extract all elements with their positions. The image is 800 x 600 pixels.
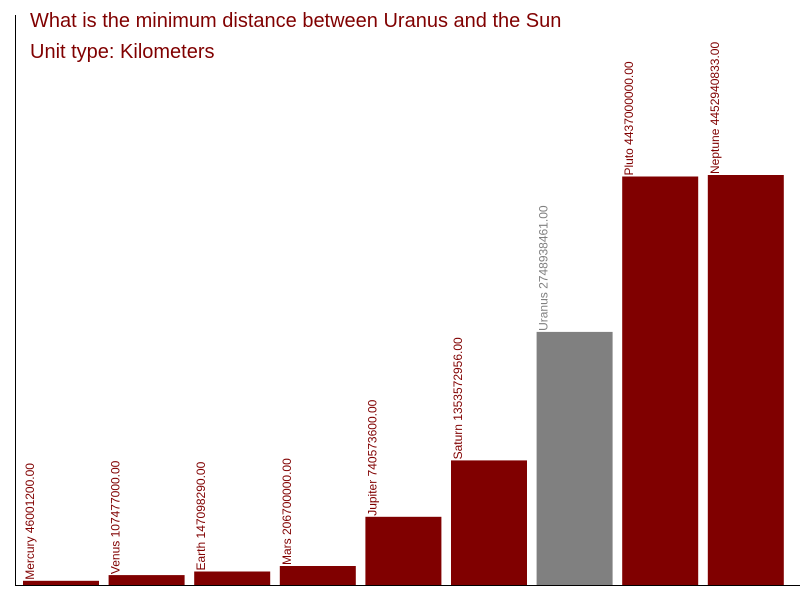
bar-venus [108, 575, 185, 585]
bar-label-venus: Venus 107477000.00 [109, 460, 123, 574]
chart-title: What is the minimum distance between Ura… [30, 10, 562, 32]
bar-label-mars: Mars 206700000.00 [280, 458, 294, 565]
bar-label-earth: Earth 147098290.00 [194, 461, 208, 570]
bar-label-jupiter: Jupiter 740573600.00 [365, 399, 379, 515]
bar-mars [279, 566, 356, 585]
bar-uranus [536, 331, 613, 585]
bar-saturn [451, 460, 527, 585]
bars-group [23, 175, 784, 585]
bar-label-neptune: Neptune 4452940833.00 [708, 42, 722, 174]
bar-neptune [707, 175, 784, 585]
bar-pluto [622, 176, 699, 585]
bar-earth [194, 571, 271, 585]
chart-subtitle: Unit type: Kilometers [30, 41, 215, 63]
bar-label-pluto: Pluto 4437000000.00 [622, 61, 636, 175]
bar-label-saturn: Saturn 1353572956.00 [451, 337, 465, 459]
bar-mercury [23, 580, 99, 585]
bar-label-uranus: Uranus 2748938461.00 [537, 205, 551, 331]
bar-labels-group: Mercury 46001200.00 Venus 107477000.00 Ear… [23, 42, 722, 580]
bar-label-mercury: Mercury 46001200.00 [23, 463, 37, 580]
bar-jupiter [365, 516, 442, 585]
